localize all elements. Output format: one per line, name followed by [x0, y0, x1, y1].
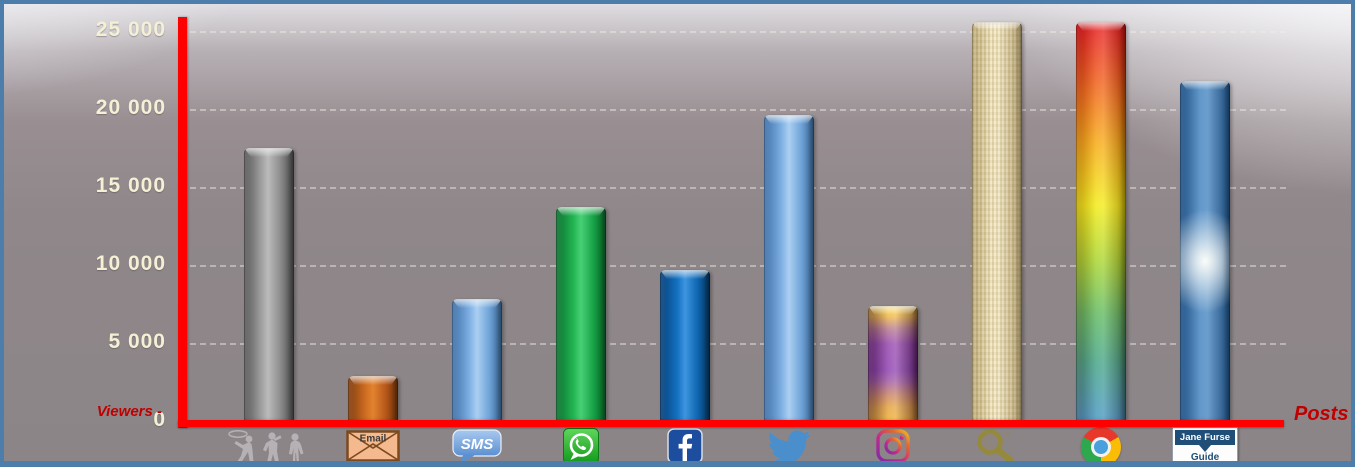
- gridline-10000: [190, 265, 1286, 267]
- sms-icon: SMS: [451, 429, 503, 467]
- svg-text:Email: Email: [360, 434, 387, 445]
- y-tick-label-0: 0: [153, 408, 166, 431]
- email-icon: Email: [346, 430, 400, 467]
- gridline-20000: [190, 109, 1286, 111]
- janefurse-guide-icon: Jane Furse Guide: [1172, 427, 1238, 466]
- bar-instagram: [868, 306, 918, 421]
- y-tick-label-5000: 5 000: [108, 330, 166, 353]
- chrome-icon: [1081, 427, 1121, 467]
- instagram-icon: [875, 428, 911, 467]
- svg-text:SMS: SMS: [461, 436, 494, 453]
- gridline-25000: [190, 31, 1286, 33]
- bar-email: [348, 376, 398, 421]
- y-tick-label-15000: 15 000: [95, 174, 166, 197]
- bar-people: [244, 148, 294, 421]
- bar-twitter: [764, 115, 814, 421]
- bar-whatsapp: [556, 207, 606, 421]
- x-axis-line: [178, 420, 1284, 427]
- bar-facebook: [660, 270, 710, 421]
- y-axis-label: Viewers -: [96, 403, 162, 420]
- whatsapp-icon: [563, 428, 599, 467]
- facebook-icon: [667, 428, 703, 467]
- gridline-15000: [190, 187, 1286, 189]
- y-tick-label-10000: 10 000: [95, 252, 166, 275]
- twitter-icon: [767, 430, 811, 467]
- bar-search: [972, 22, 1022, 421]
- bar-chrome: [1076, 22, 1126, 421]
- people-icon: [225, 429, 313, 467]
- search-icon: [973, 428, 1021, 467]
- y-axis-line: [178, 17, 187, 428]
- bar-sms: [452, 299, 502, 421]
- gridline-5000: [190, 343, 1286, 345]
- y-tick-label-25000: 25 000: [95, 18, 166, 41]
- y-tick-label-20000: 20 000: [95, 96, 166, 119]
- bar-janefurse-guide: [1180, 81, 1230, 421]
- x-axis-label: Posts: [1294, 403, 1349, 425]
